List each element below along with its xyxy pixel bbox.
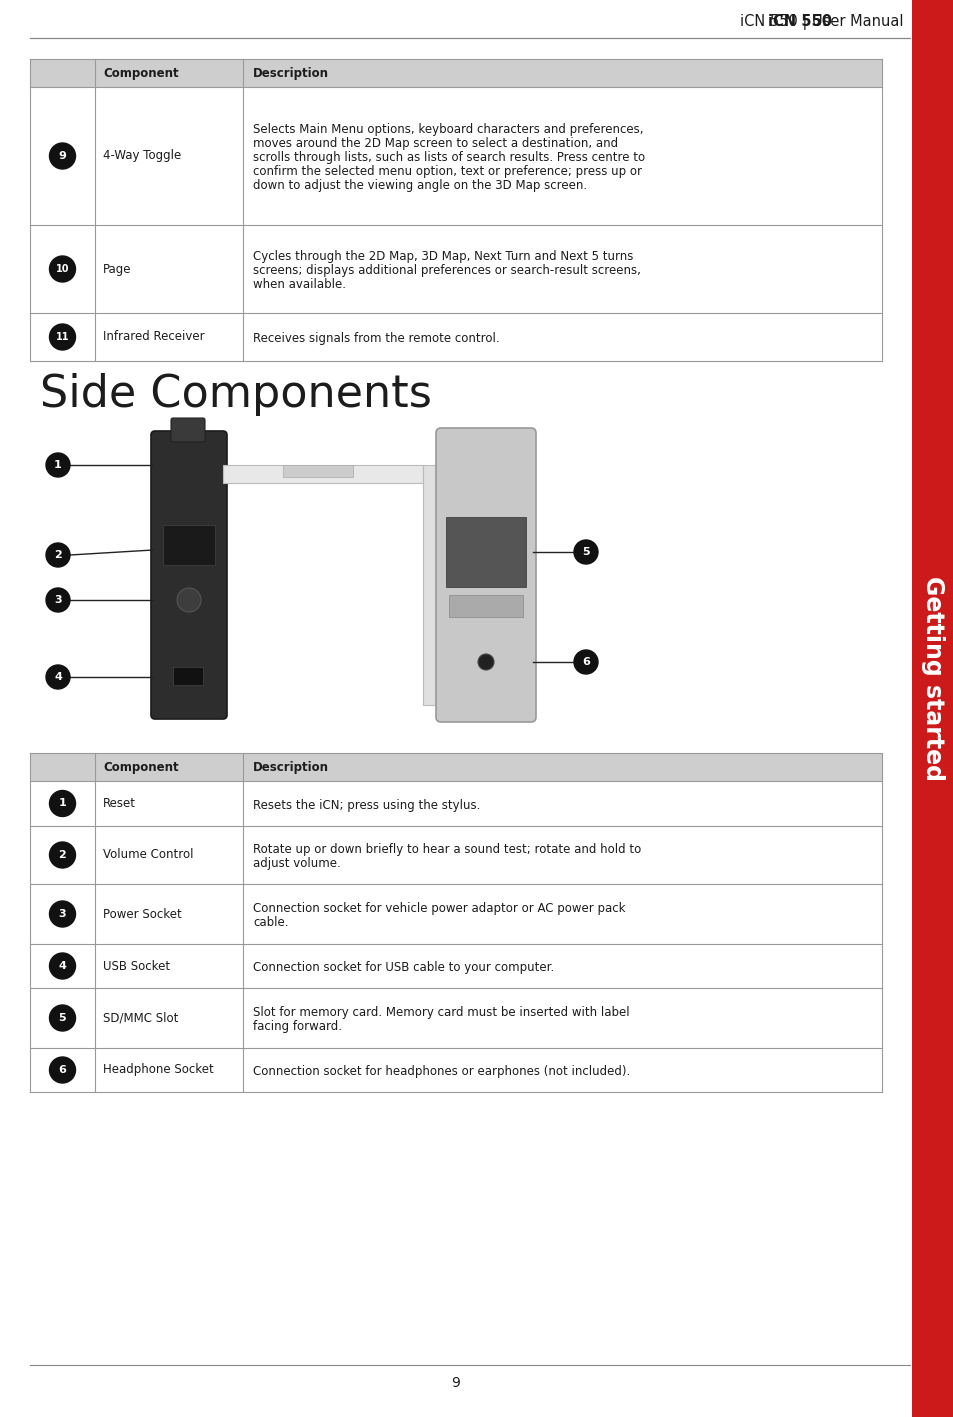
Text: Description: Description bbox=[253, 761, 329, 774]
Text: 6: 6 bbox=[58, 1066, 67, 1076]
FancyBboxPatch shape bbox=[171, 418, 205, 442]
Bar bbox=[446, 517, 525, 587]
Text: 4: 4 bbox=[58, 961, 67, 971]
Circle shape bbox=[46, 453, 70, 478]
Bar bbox=[30, 60, 882, 86]
Text: 4: 4 bbox=[54, 672, 62, 682]
Text: Connection socket for vehicle power adaptor or AC power pack: Connection socket for vehicle power adap… bbox=[253, 903, 625, 915]
Text: Connection socket for USB cable to your computer.: Connection socket for USB cable to your … bbox=[253, 961, 554, 973]
Text: 6: 6 bbox=[581, 657, 589, 667]
Bar bbox=[422, 465, 440, 706]
Text: 4-Way Toggle: 4-Way Toggle bbox=[103, 150, 181, 163]
Text: 9: 9 bbox=[58, 152, 67, 162]
Circle shape bbox=[574, 540, 598, 564]
Circle shape bbox=[46, 543, 70, 567]
Bar bbox=[223, 465, 422, 483]
Text: 5: 5 bbox=[581, 547, 589, 557]
Text: Cycles through the 2D Map, 3D Map, Next Turn and Next 5 turns: Cycles through the 2D Map, 3D Map, Next … bbox=[253, 249, 633, 264]
Text: Selects Main Menu options, keyboard characters and preferences,: Selects Main Menu options, keyboard char… bbox=[253, 123, 643, 136]
Text: 2: 2 bbox=[54, 550, 62, 560]
Bar bbox=[30, 826, 882, 884]
Text: Volume Control: Volume Control bbox=[103, 849, 193, 862]
FancyBboxPatch shape bbox=[436, 428, 536, 723]
Text: USB Socket: USB Socket bbox=[103, 959, 170, 972]
Circle shape bbox=[477, 655, 494, 670]
Circle shape bbox=[46, 588, 70, 612]
Text: Description: Description bbox=[253, 67, 329, 79]
FancyBboxPatch shape bbox=[151, 431, 227, 718]
Text: Headphone Socket: Headphone Socket bbox=[103, 1064, 213, 1077]
Circle shape bbox=[50, 791, 75, 816]
Text: Page: Page bbox=[103, 262, 132, 275]
Circle shape bbox=[50, 256, 75, 282]
Circle shape bbox=[50, 143, 75, 169]
Text: SD/MMC Slot: SD/MMC Slot bbox=[103, 1012, 178, 1024]
Bar bbox=[30, 752, 882, 781]
Bar bbox=[283, 465, 353, 478]
Text: Infrared Receiver: Infrared Receiver bbox=[103, 330, 204, 343]
Text: cable.: cable. bbox=[253, 915, 288, 930]
Text: confirm the selected menu option, text or preference; press up or: confirm the selected menu option, text o… bbox=[253, 164, 641, 179]
Text: Receives signals from the remote control.: Receives signals from the remote control… bbox=[253, 332, 499, 344]
Text: 3: 3 bbox=[54, 595, 62, 605]
Text: 11: 11 bbox=[55, 332, 70, 341]
Text: Reset: Reset bbox=[103, 796, 136, 811]
Text: Resets the iCN; press using the stylus.: Resets the iCN; press using the stylus. bbox=[253, 799, 480, 812]
Text: down to adjust the viewing angle on the 3D Map screen.: down to adjust the viewing angle on the … bbox=[253, 179, 586, 191]
Text: 3: 3 bbox=[59, 908, 67, 920]
Bar bbox=[449, 595, 522, 616]
Text: when available.: when available. bbox=[253, 278, 346, 290]
Text: moves around the 2D Map screen to select a destination, and: moves around the 2D Map screen to select… bbox=[253, 137, 618, 150]
Bar bbox=[30, 313, 882, 361]
Text: 10: 10 bbox=[55, 264, 70, 273]
Circle shape bbox=[50, 324, 75, 350]
Circle shape bbox=[46, 665, 70, 689]
Text: Component: Component bbox=[103, 761, 178, 774]
Circle shape bbox=[574, 650, 598, 674]
Bar bbox=[30, 1049, 882, 1093]
Bar bbox=[911, 0, 953, 1417]
Bar bbox=[30, 86, 882, 225]
Text: Getting started: Getting started bbox=[920, 575, 944, 781]
Text: Slot for memory card. Memory card must be inserted with label: Slot for memory card. Memory card must b… bbox=[253, 1006, 629, 1019]
Text: 9: 9 bbox=[451, 1376, 460, 1390]
Circle shape bbox=[50, 842, 75, 869]
Bar bbox=[30, 944, 882, 988]
Text: screens; displays additional preferences or search-result screens,: screens; displays additional preferences… bbox=[253, 264, 640, 276]
Text: iCN 550 | User Manual: iCN 550 | User Manual bbox=[740, 14, 903, 30]
Circle shape bbox=[177, 588, 201, 612]
Text: facing forward.: facing forward. bbox=[253, 1020, 341, 1033]
Text: 2: 2 bbox=[58, 850, 67, 860]
Bar bbox=[30, 425, 882, 735]
Text: iCN 550: iCN 550 bbox=[767, 14, 831, 30]
Text: 1: 1 bbox=[54, 461, 62, 470]
Text: Power Socket: Power Socket bbox=[103, 907, 182, 921]
Text: Connection socket for headphones or earphones (not included).: Connection socket for headphones or earp… bbox=[253, 1066, 630, 1078]
Bar bbox=[163, 526, 214, 565]
Bar bbox=[30, 781, 882, 826]
Text: 1: 1 bbox=[58, 799, 67, 809]
Circle shape bbox=[50, 1057, 75, 1083]
Text: Rotate up or down briefly to hear a sound test; rotate and hold to: Rotate up or down briefly to hear a soun… bbox=[253, 843, 640, 856]
Circle shape bbox=[50, 954, 75, 979]
Bar bbox=[30, 988, 882, 1049]
Circle shape bbox=[50, 1005, 75, 1032]
Bar bbox=[30, 225, 882, 313]
Text: adjust volume.: adjust volume. bbox=[253, 857, 340, 870]
Text: 5: 5 bbox=[59, 1013, 67, 1023]
Text: scrolls through lists, such as lists of search results. Press centre to: scrolls through lists, such as lists of … bbox=[253, 152, 644, 164]
Bar bbox=[30, 884, 882, 944]
Text: Side Components: Side Components bbox=[40, 373, 432, 417]
Circle shape bbox=[50, 901, 75, 927]
Text: Component: Component bbox=[103, 67, 178, 79]
Bar bbox=[172, 667, 203, 684]
